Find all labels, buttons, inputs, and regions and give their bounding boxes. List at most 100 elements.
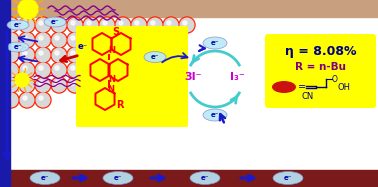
Circle shape bbox=[151, 36, 155, 40]
Circle shape bbox=[71, 66, 75, 70]
Text: R = n-Bu: R = n-Bu bbox=[295, 62, 346, 72]
Circle shape bbox=[103, 21, 107, 25]
Circle shape bbox=[84, 48, 98, 62]
Circle shape bbox=[20, 33, 34, 47]
Circle shape bbox=[100, 48, 114, 62]
Text: e⁻: e⁻ bbox=[114, 175, 122, 181]
Circle shape bbox=[39, 36, 43, 40]
Circle shape bbox=[167, 21, 171, 25]
Circle shape bbox=[35, 32, 51, 48]
Circle shape bbox=[52, 33, 66, 47]
Circle shape bbox=[116, 33, 130, 47]
Circle shape bbox=[4, 63, 18, 77]
Circle shape bbox=[55, 36, 59, 40]
Bar bbox=[0, 170, 378, 187]
Circle shape bbox=[19, 17, 35, 33]
Circle shape bbox=[35, 47, 51, 63]
Circle shape bbox=[19, 62, 35, 78]
Circle shape bbox=[119, 36, 123, 40]
Circle shape bbox=[119, 51, 123, 55]
Circle shape bbox=[135, 21, 139, 25]
Circle shape bbox=[119, 21, 123, 25]
Text: OH: OH bbox=[338, 82, 351, 91]
Ellipse shape bbox=[144, 51, 166, 62]
Circle shape bbox=[100, 18, 114, 32]
Circle shape bbox=[100, 33, 114, 47]
Circle shape bbox=[131, 17, 147, 33]
Circle shape bbox=[84, 63, 98, 77]
Ellipse shape bbox=[7, 20, 29, 30]
Circle shape bbox=[132, 48, 146, 62]
Circle shape bbox=[3, 62, 19, 78]
Circle shape bbox=[36, 93, 50, 107]
Text: S: S bbox=[112, 27, 119, 37]
Circle shape bbox=[99, 62, 115, 78]
FancyBboxPatch shape bbox=[265, 34, 376, 108]
Text: e⁻: e⁻ bbox=[211, 112, 219, 118]
Circle shape bbox=[67, 17, 83, 33]
Circle shape bbox=[99, 32, 115, 48]
Circle shape bbox=[67, 47, 83, 63]
Text: e⁻: e⁻ bbox=[14, 44, 22, 50]
Circle shape bbox=[3, 77, 19, 93]
Ellipse shape bbox=[203, 37, 227, 49]
Circle shape bbox=[20, 18, 34, 32]
Circle shape bbox=[52, 48, 66, 62]
Circle shape bbox=[3, 32, 19, 48]
Circle shape bbox=[68, 63, 82, 77]
Circle shape bbox=[68, 48, 82, 62]
Ellipse shape bbox=[273, 171, 303, 185]
Ellipse shape bbox=[203, 109, 227, 121]
Circle shape bbox=[51, 77, 67, 93]
Circle shape bbox=[103, 66, 107, 70]
Circle shape bbox=[39, 21, 43, 25]
Circle shape bbox=[4, 78, 18, 92]
Circle shape bbox=[39, 66, 43, 70]
Circle shape bbox=[103, 51, 107, 55]
Circle shape bbox=[4, 93, 18, 107]
Circle shape bbox=[68, 18, 82, 32]
Circle shape bbox=[71, 81, 75, 85]
Circle shape bbox=[15, 73, 29, 87]
Text: e⁻: e⁻ bbox=[14, 22, 22, 28]
Text: e⁻: e⁻ bbox=[41, 175, 49, 181]
Circle shape bbox=[84, 33, 98, 47]
Circle shape bbox=[4, 33, 18, 47]
Circle shape bbox=[19, 92, 35, 108]
Text: =: = bbox=[298, 82, 306, 92]
Circle shape bbox=[164, 33, 178, 47]
Circle shape bbox=[71, 21, 75, 25]
Ellipse shape bbox=[103, 171, 133, 185]
Circle shape bbox=[87, 21, 91, 25]
Circle shape bbox=[7, 51, 11, 55]
Circle shape bbox=[167, 36, 171, 40]
Circle shape bbox=[55, 66, 59, 70]
Circle shape bbox=[19, 47, 35, 63]
Circle shape bbox=[68, 78, 82, 92]
Circle shape bbox=[163, 32, 179, 48]
Circle shape bbox=[36, 63, 50, 77]
Circle shape bbox=[83, 32, 99, 48]
Circle shape bbox=[4, 48, 18, 62]
Text: e⁻: e⁻ bbox=[78, 42, 88, 51]
Circle shape bbox=[23, 96, 27, 100]
Circle shape bbox=[23, 66, 27, 70]
Circle shape bbox=[18, 0, 38, 19]
Circle shape bbox=[135, 51, 139, 55]
Circle shape bbox=[52, 18, 66, 32]
Circle shape bbox=[135, 36, 139, 40]
Circle shape bbox=[83, 17, 99, 33]
Text: 3I⁻: 3I⁻ bbox=[184, 72, 202, 82]
Circle shape bbox=[20, 63, 34, 77]
Circle shape bbox=[19, 77, 35, 93]
Text: CN: CN bbox=[302, 91, 314, 100]
Circle shape bbox=[39, 51, 43, 55]
Circle shape bbox=[147, 32, 163, 48]
Circle shape bbox=[36, 18, 50, 32]
Circle shape bbox=[180, 18, 194, 32]
Circle shape bbox=[52, 63, 66, 77]
Circle shape bbox=[132, 18, 146, 32]
Circle shape bbox=[183, 21, 187, 25]
Text: N: N bbox=[108, 74, 116, 84]
Circle shape bbox=[36, 78, 50, 92]
